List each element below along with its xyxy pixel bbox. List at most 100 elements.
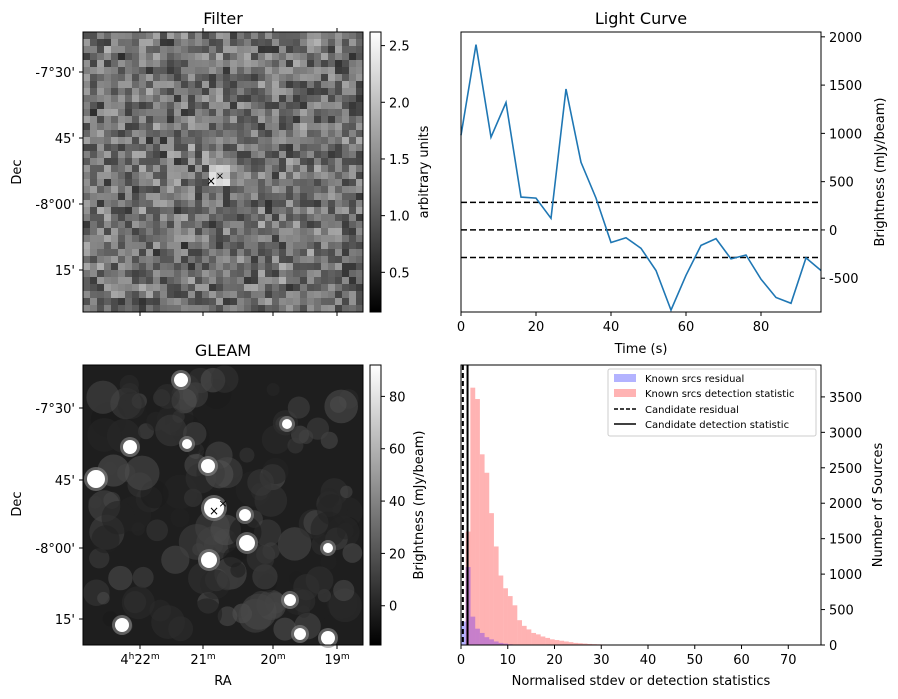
filter-pixel: [118, 270, 126, 278]
filter-pixel: [111, 60, 119, 68]
filter-pixel: [125, 109, 133, 117]
filter-pixel: [251, 207, 259, 215]
filter-pixel: [300, 277, 308, 285]
filter-pixel: [286, 60, 294, 68]
histogram-ylabel: Number of Sources: [871, 443, 886, 568]
filter-pixel: [118, 242, 126, 250]
filter-pixel: [167, 95, 175, 103]
filter-pixel: [188, 305, 196, 313]
filter-pixel: [111, 109, 119, 117]
colorbar-tick-label: 1.0: [389, 210, 410, 225]
filter-pixel: [237, 263, 245, 271]
filter-pixel: [223, 32, 231, 40]
filter-pixel: [349, 270, 357, 278]
filter-pixel: [118, 186, 126, 194]
filter-pixel: [167, 60, 175, 68]
filter-pixel: [293, 207, 301, 215]
filter-pixel: [244, 123, 252, 131]
filter-pixel: [97, 214, 105, 222]
filter-pixel: [153, 144, 161, 152]
filter-pixel: [132, 249, 140, 257]
filter-pixel: [153, 67, 161, 75]
filter-pixel: [216, 179, 224, 187]
filter-pixel: [83, 151, 91, 159]
filter-pixel: [132, 263, 140, 271]
filter-pixel: [307, 221, 315, 229]
filter-pixel: [83, 270, 91, 278]
filter-pixel: [307, 214, 315, 222]
filter-pixel: [272, 263, 280, 271]
filter-pixel: [104, 74, 112, 82]
filter-pixel: [223, 228, 231, 236]
filter-pixel: [181, 109, 189, 117]
filter-pixel: [265, 172, 273, 180]
filter-pixel: [209, 67, 217, 75]
filter-pixel: [328, 102, 336, 110]
filter-pixel: [286, 249, 294, 257]
filter-pixel: [111, 305, 119, 313]
filter-pixel: [188, 291, 196, 299]
filter-pixel: [118, 88, 126, 96]
filter-pixel: [335, 137, 343, 145]
filter-pixel: [181, 39, 189, 47]
filter-pixel: [321, 102, 329, 110]
filter-pixel: [342, 200, 350, 208]
filter-pixel: [97, 256, 105, 264]
filter-pixel: [293, 144, 301, 152]
filter-pixel: [195, 249, 203, 257]
filter-pixel: [216, 123, 224, 131]
filter-pixel: [167, 228, 175, 236]
gleam-structure: [86, 380, 120, 414]
filter-pixel: [335, 88, 343, 96]
filter-pixel: [356, 165, 364, 173]
filter-pixel: [244, 116, 252, 124]
filter-pixel: [279, 249, 287, 257]
filter-pixel: [139, 277, 147, 285]
filter-pixel: [223, 88, 231, 96]
legend-item-detection: Known srcs detection statistic: [645, 389, 794, 400]
filter-pixel: [251, 242, 259, 250]
filter-pixel: [83, 249, 91, 257]
filter-pixel: [300, 81, 308, 89]
filter-pixel: [223, 214, 231, 222]
filter-pixel: [244, 158, 252, 166]
filter-pixel: [230, 242, 238, 250]
filter-pixel: [251, 137, 259, 145]
filter-pixel: [167, 172, 175, 180]
filter-pixel: [349, 88, 357, 96]
gleam-structure: [287, 396, 310, 419]
filter-pixel: [328, 46, 336, 54]
filter-pixel: [286, 193, 294, 201]
filter-pixel: [216, 263, 224, 271]
filter-pixel: [286, 284, 294, 292]
filter-pixel: [181, 179, 189, 187]
filter-pixel: [181, 53, 189, 61]
filter-pixel: [223, 81, 231, 89]
filter-pixel: [230, 291, 238, 299]
filter-pixel: [314, 165, 322, 173]
filter-pixel: [251, 46, 259, 54]
filter-pixel: [111, 39, 119, 47]
filter-pixel: [167, 102, 175, 110]
filter-pixel: [146, 95, 154, 103]
filter-pixel: [237, 235, 245, 243]
filter-pixel: [97, 32, 105, 40]
filter-pixel: [111, 88, 119, 96]
filter-pixel: [349, 242, 357, 250]
gleam-source: [284, 594, 296, 606]
filter-pixel: [83, 193, 91, 201]
filter-pixel: [209, 221, 217, 229]
filter-pixel: [83, 144, 91, 152]
filter-pixel: [195, 186, 203, 194]
y-tick-label: 500: [829, 604, 854, 619]
filter-pixel: [188, 130, 196, 138]
filter-pixel: [342, 130, 350, 138]
filter-pixel: [335, 102, 343, 110]
filter-pixel: [307, 235, 315, 243]
filter-pixel: [188, 298, 196, 306]
filter-pixel: [202, 67, 210, 75]
filter-pixel: [300, 102, 308, 110]
detection-hist-bar: [582, 643, 588, 645]
filter-pixel: [314, 109, 322, 117]
filter-pixel: [153, 214, 161, 222]
